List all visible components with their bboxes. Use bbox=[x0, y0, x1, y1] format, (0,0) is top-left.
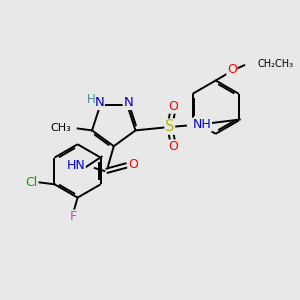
Text: NH: NH bbox=[193, 118, 211, 131]
Text: F: F bbox=[69, 210, 76, 223]
Text: N: N bbox=[123, 96, 133, 110]
Text: O: O bbox=[128, 158, 138, 171]
Text: HN: HN bbox=[66, 159, 85, 172]
Text: O: O bbox=[169, 140, 178, 153]
Text: O: O bbox=[169, 100, 178, 113]
Text: O: O bbox=[227, 62, 237, 76]
Text: CH₃: CH₃ bbox=[50, 122, 71, 133]
Text: S: S bbox=[165, 119, 175, 134]
Text: H: H bbox=[86, 93, 95, 106]
Text: Cl: Cl bbox=[26, 176, 38, 189]
Text: CH₂CH₃: CH₂CH₃ bbox=[258, 59, 294, 69]
Text: N: N bbox=[94, 96, 104, 110]
